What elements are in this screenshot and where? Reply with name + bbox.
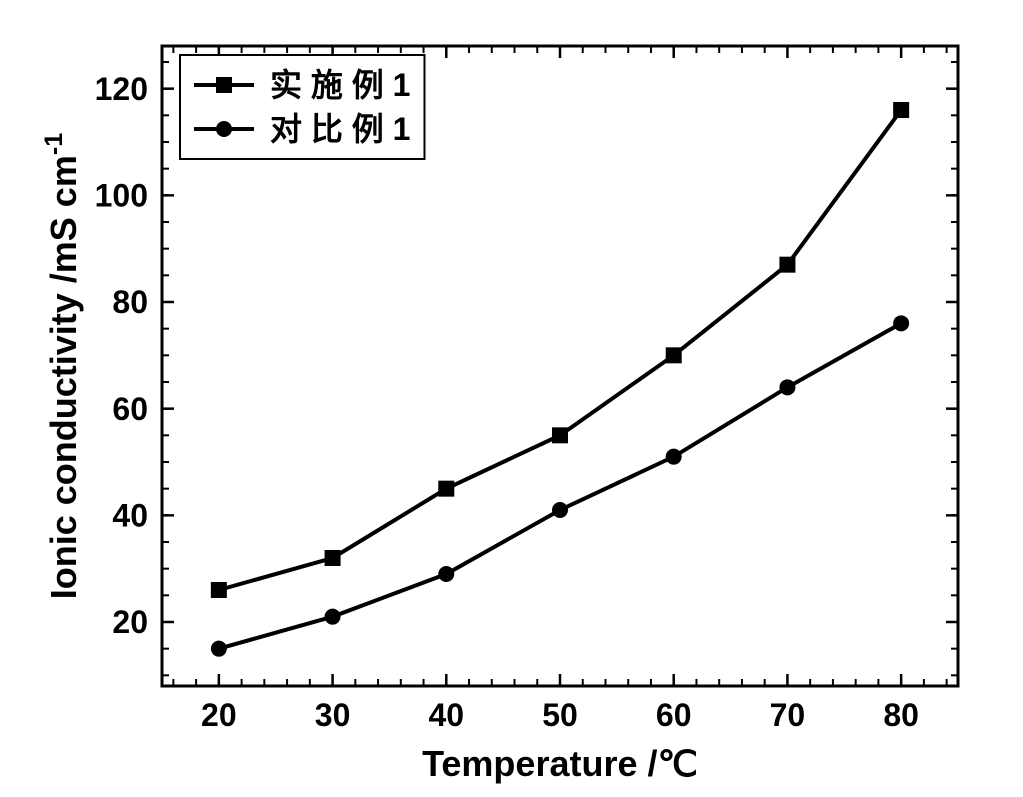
series-marker-1 xyxy=(552,502,568,518)
chart-svg: 20 30 40 50 60 70 80 20 40 60 80 100 120 Temperature … xyxy=(0,0,1023,797)
y-tick-label: 100 xyxy=(95,178,148,214)
series-marker-1 xyxy=(325,609,341,625)
legend-sample-marker xyxy=(216,121,232,137)
legend-sample-marker xyxy=(216,77,232,93)
series-marker-0 xyxy=(211,582,227,598)
series-marker-0 xyxy=(552,427,568,443)
legend-label: 实 施 例 1 xyxy=(270,67,410,103)
y-tick-label: 80 xyxy=(112,284,148,320)
x-tick-label: 70 xyxy=(770,697,806,733)
series-marker-1 xyxy=(666,449,682,465)
plot-bg xyxy=(0,0,1023,797)
series-marker-0 xyxy=(666,347,682,363)
legend: 实 施 例 1 对 比 例 1 xyxy=(180,55,424,159)
series-marker-0 xyxy=(779,257,795,273)
y-tick-label: 20 xyxy=(112,604,148,640)
legend-label: 对 比 例 1 xyxy=(270,111,410,147)
series-marker-0 xyxy=(893,102,909,118)
series-marker-1 xyxy=(438,566,454,582)
x-tick-label: 40 xyxy=(428,697,464,733)
y-axis-label: Ionic conductivity /mS cm-1 xyxy=(40,133,84,600)
x-tick-label: 50 xyxy=(542,697,578,733)
series-marker-0 xyxy=(438,481,454,497)
x-tick-label: 80 xyxy=(883,697,919,733)
y-tick-label: 120 xyxy=(95,71,148,107)
y-tick-label: 40 xyxy=(112,498,148,534)
y-tick-label: 60 xyxy=(112,391,148,427)
series-marker-0 xyxy=(325,550,341,566)
series-marker-1 xyxy=(211,641,227,657)
chart-container: 20 30 40 50 60 70 80 20 40 60 80 100 120 Temperature … xyxy=(0,0,1023,797)
x-tick-label: 30 xyxy=(315,697,351,733)
series-marker-1 xyxy=(893,315,909,331)
x-tick-label: 20 xyxy=(201,697,237,733)
x-axis-label: Temperature /℃ xyxy=(422,743,698,784)
series-marker-1 xyxy=(779,379,795,395)
x-tick-label: 60 xyxy=(656,697,692,733)
